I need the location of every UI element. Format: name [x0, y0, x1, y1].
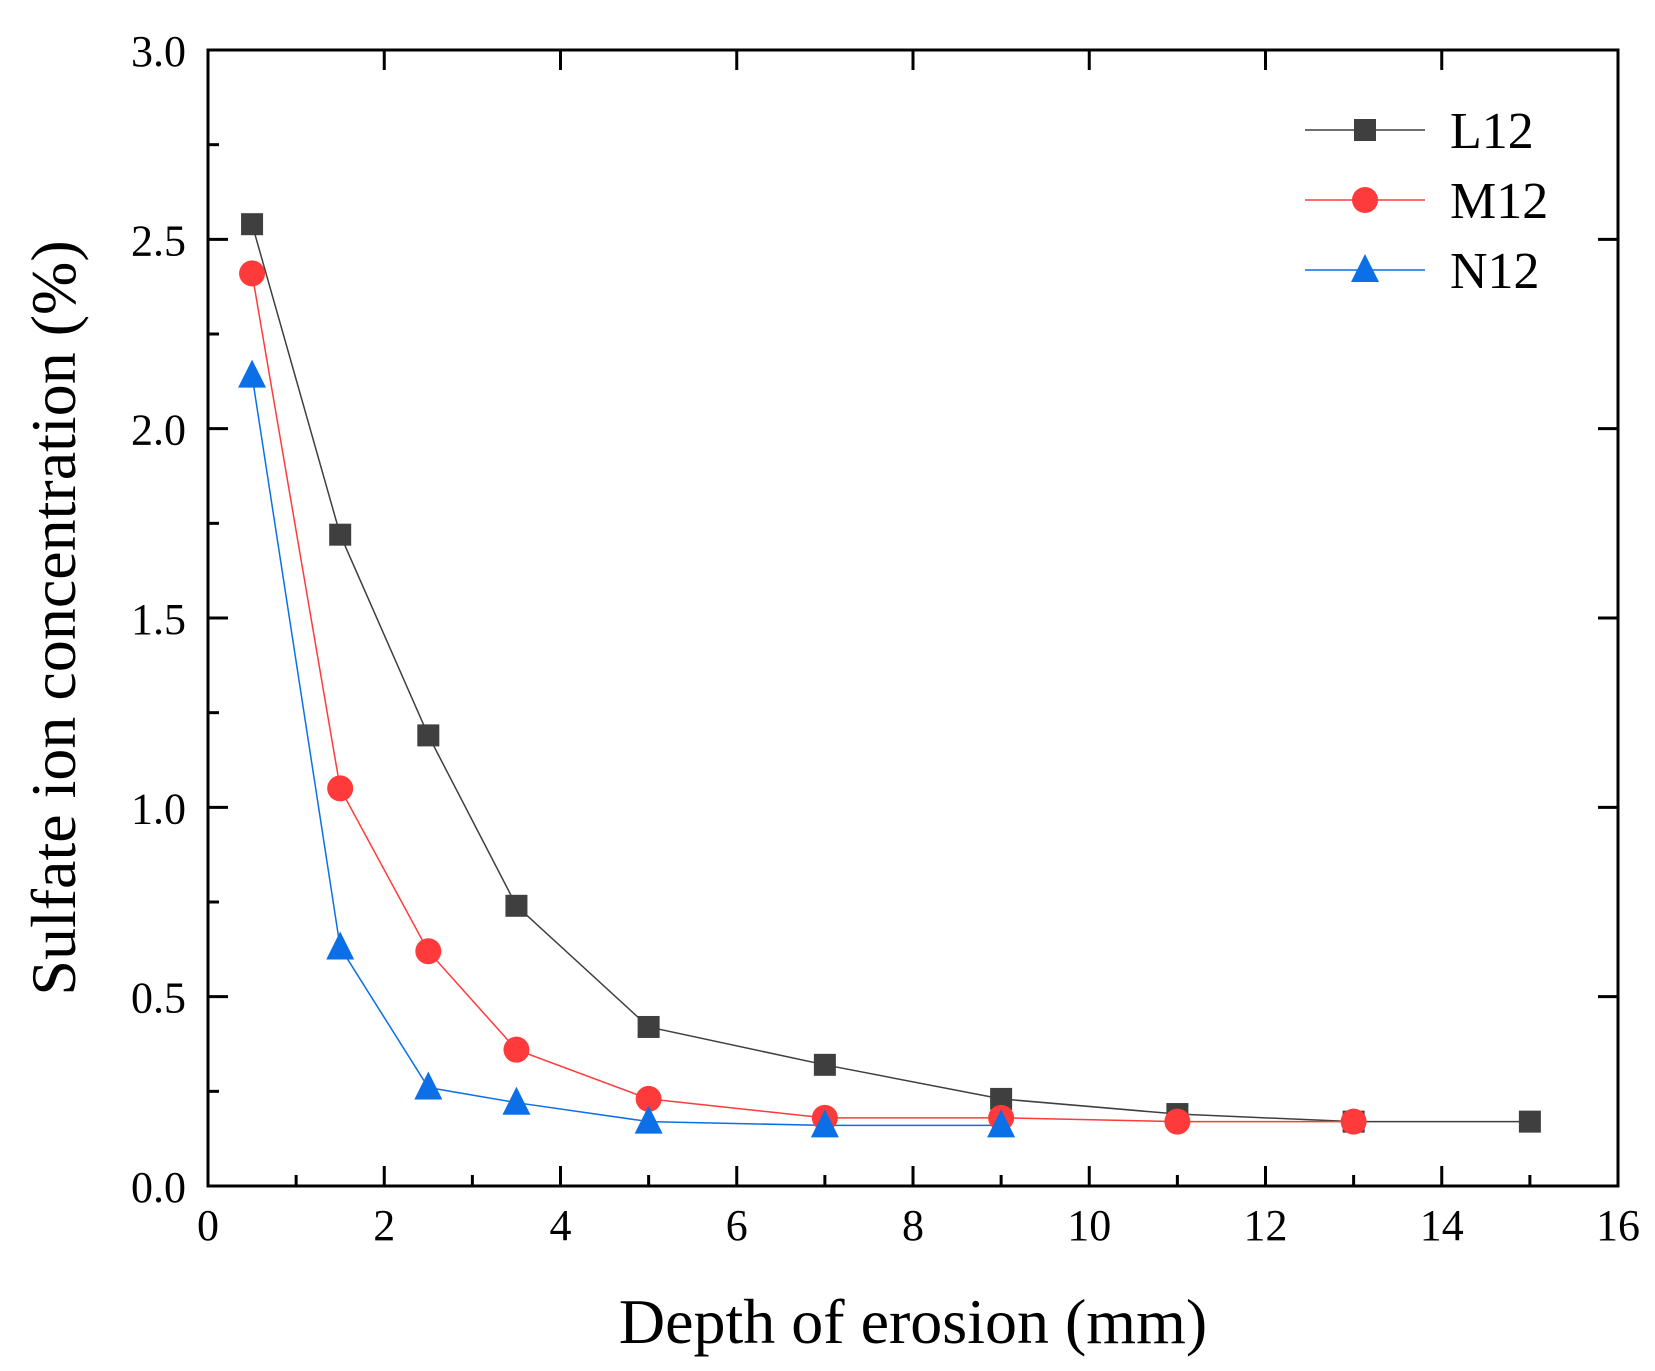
- x-tick-label: 16: [1596, 1201, 1640, 1250]
- data-point-n12: [987, 1109, 1016, 1138]
- series-line-m12: [251, 273, 1354, 1123]
- x-axis-title: Depth of erosion (mm): [619, 1286, 1207, 1357]
- legend-label-n12: N12: [1450, 243, 1540, 300]
- y-tick-label: 0.0: [131, 1163, 186, 1212]
- data-point-l12: [241, 213, 264, 236]
- y-tick-label: 3.0: [131, 27, 186, 76]
- data-point-n12: [238, 359, 267, 388]
- data-point-l12: [990, 1087, 1013, 1110]
- y-tick-label: 2.5: [131, 216, 186, 265]
- x-tick-label: 8: [902, 1201, 924, 1250]
- data-point-m12: [239, 260, 266, 287]
- x-tick-label: 12: [1244, 1201, 1288, 1250]
- data-point-m12: [1340, 1108, 1367, 1135]
- data-point-n12: [502, 1086, 531, 1115]
- x-tick-label: 6: [726, 1201, 748, 1250]
- data-point-n12: [810, 1109, 839, 1138]
- legend-marker-l12: [1354, 119, 1376, 141]
- legend-marker-m12: [1352, 187, 1378, 213]
- data-point-m12: [1164, 1108, 1191, 1135]
- legend-marker-n12: [1351, 254, 1379, 282]
- y-axis-title: Sulfate ion concentration (%): [18, 240, 89, 995]
- data-point-l12: [417, 724, 440, 747]
- markers-layer: [238, 213, 1541, 1138]
- ticks-layer: 0 2 4 6 8 10 12 14 16 0.0 0.5 1.0 1.5 2.0 2.5 3.0: [131, 27, 1640, 1250]
- data-point-n12: [326, 931, 355, 960]
- series-line-n12: [251, 375, 1002, 1127]
- data-point-m12: [327, 775, 354, 802]
- x-tick-label: 0: [197, 1201, 219, 1250]
- y-tick-label: 1.5: [131, 595, 186, 644]
- x-tick-label: 4: [550, 1201, 572, 1250]
- data-point-m12: [635, 1085, 662, 1112]
- data-point-n12: [414, 1071, 443, 1100]
- data-point-l12: [813, 1053, 836, 1076]
- data-point-m12: [503, 1036, 530, 1063]
- y-tick-label: 2.0: [131, 406, 186, 455]
- data-point-m12: [415, 938, 442, 965]
- lines-layer: [251, 223, 1530, 1127]
- x-tick-label: 10: [1067, 1201, 1111, 1250]
- data-point-n12: [634, 1105, 663, 1134]
- plot-frame: [206, 48, 1620, 1188]
- x-tick-label: 2: [373, 1201, 395, 1250]
- data-point-l12: [1518, 1110, 1541, 1133]
- legend-label-l12: L12: [1450, 103, 1534, 160]
- legend-label-m12: M12: [1450, 173, 1548, 230]
- legend: L12 M12 N12: [1305, 103, 1548, 300]
- y-tick-label: 1.0: [131, 784, 186, 833]
- data-point-l12: [637, 1015, 660, 1038]
- data-point-l12: [329, 523, 352, 546]
- series-line-l12: [251, 223, 1530, 1123]
- y-tick-label: 0.5: [131, 974, 186, 1023]
- x-tick-label: 14: [1420, 1201, 1464, 1250]
- data-point-l12: [505, 894, 528, 917]
